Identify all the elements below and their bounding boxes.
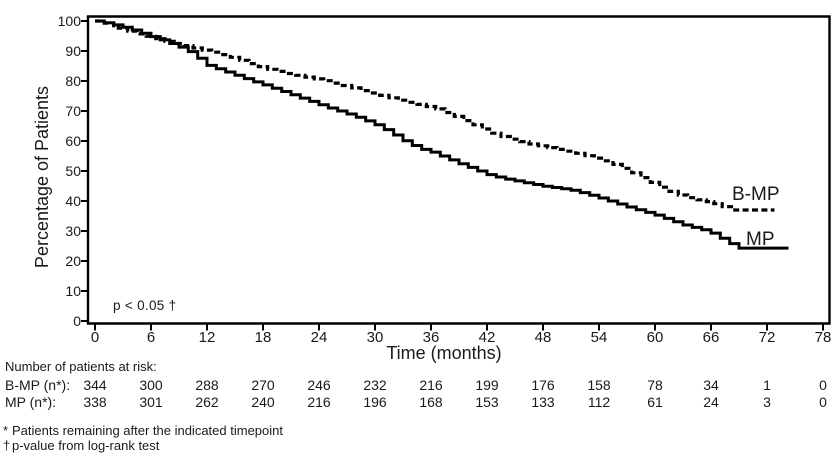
y-tick-label: 20 (65, 253, 81, 269)
x-tick-label: 78 (815, 329, 832, 346)
y-tick-label: 30 (65, 223, 81, 239)
risk-cell: 34 (703, 377, 719, 393)
x-tick-label: 0 (91, 329, 99, 346)
y-tick-label: 0 (73, 313, 81, 329)
footnote-dagger-text: p-value from log-rank test (12, 437, 160, 453)
risk-table-title: Number of patients at risk: (5, 359, 157, 374)
risk-cell: 61 (647, 393, 663, 410)
series-label-bmp: B-MP (732, 183, 780, 205)
risk-cell: 112 (587, 393, 611, 410)
risk-row-label: MP (n*): (5, 393, 57, 410)
footnote-dagger: † p-value from log-rank test (3, 439, 159, 452)
risk-cell: 240 (251, 393, 275, 410)
x-tick-label: 6 (147, 329, 155, 346)
risk-cell: 262 (195, 393, 219, 410)
risk-cell: 0 (819, 377, 827, 393)
risk-cell: 176 (531, 377, 555, 393)
risk-cell: 199 (475, 377, 499, 393)
risk-cell: 153 (475, 393, 499, 410)
footnote-asterisk: * Patients remaining after the indicated … (3, 424, 283, 437)
risk-cell: 216 (307, 393, 331, 410)
risk-cell: 0 (819, 393, 827, 410)
risk-cell: 232 (363, 377, 387, 393)
risk-cell: 300 (139, 377, 163, 393)
footnote-asterisk-marker: * (3, 422, 9, 438)
y-tick-label: 80 (65, 73, 81, 89)
risk-row-label: B-MP (n*): (5, 377, 71, 393)
risk-cell: 344 (83, 377, 107, 393)
footnote-dagger-marker: † (3, 437, 11, 453)
y-tick-label: 90 (65, 43, 81, 59)
risk-cell: 288 (195, 377, 219, 393)
series-label-mp: MP (746, 228, 775, 250)
y-axis-title: Percentage of Patients (32, 85, 52, 269)
x-tick-label: 36 (423, 329, 440, 346)
risk-cell: 1 (763, 377, 771, 393)
risk-cell: 196 (363, 393, 387, 410)
footnote-asterisk-text: Patients remaining after the indicated t… (12, 422, 283, 438)
x-tick-label: 48 (535, 329, 552, 346)
curve-mp (95, 19, 789, 250)
x-tick-label: 66 (703, 329, 720, 346)
x-axis-title: Time (months) (386, 342, 502, 363)
risk-cell: 24 (703, 393, 719, 410)
p-value-annotation: p < 0.05 † (113, 298, 177, 313)
x-tick-label: 54 (591, 329, 608, 346)
x-tick-label: 42 (479, 329, 496, 346)
y-tick-label: 70 (65, 103, 81, 119)
curve-b-mp (95, 19, 775, 212)
risk-cell: 78 (647, 377, 663, 393)
x-tick-label: 60 (647, 329, 664, 346)
risk-cell: 246 (307, 377, 331, 393)
risk-cell: 168 (419, 393, 443, 410)
risk-cell: 270 (251, 377, 275, 393)
y-tick-label: 50 (65, 163, 81, 179)
y-tick-label: 10 (65, 283, 81, 299)
x-tick-label: 30 (367, 329, 384, 346)
risk-row: B-MP (n*): 344 300 288 270 246 232 216 199 176 158… (0, 377, 836, 393)
plot-frame (86, 15, 831, 325)
x-tick-label: 72 (759, 329, 776, 346)
risk-cell: 133 (531, 393, 555, 410)
risk-cell: 338 (83, 393, 107, 410)
y-tick-label: 60 (65, 133, 81, 149)
risk-cell: 216 (419, 377, 443, 393)
y-tick-label: 100 (58, 13, 82, 29)
risk-cell: 301 (139, 393, 163, 410)
risk-row: MP (n*): 338 301 262 240 216 196 168 153 133 112 61… (0, 393, 836, 410)
risk-cell: 3 (763, 393, 771, 410)
x-tick-label: 12 (199, 329, 216, 346)
x-tick-label: 24 (311, 329, 328, 346)
x-tick-label: 18 (255, 329, 272, 346)
y-tick-label: 40 (65, 193, 81, 209)
risk-cell: 158 (587, 377, 611, 393)
